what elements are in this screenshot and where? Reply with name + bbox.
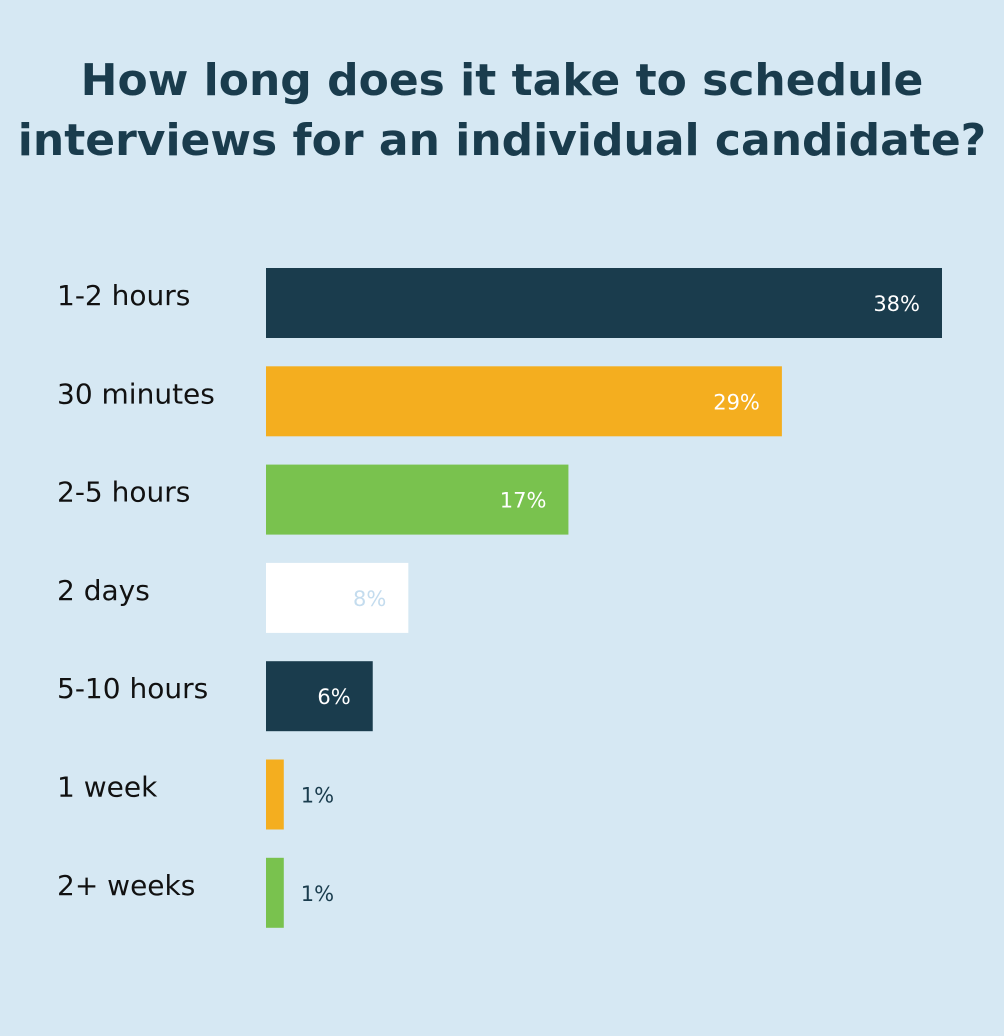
bar — [266, 366, 782, 437]
category-label: 1-2 hours — [57, 279, 190, 312]
bar — [266, 562, 409, 633]
value-label: 29% — [713, 390, 760, 414]
category-label: 30 minutes — [57, 377, 215, 410]
category-label: 2 days — [57, 574, 150, 607]
chart-title: How long does it take to schedule — [81, 55, 924, 106]
value-label: 8% — [353, 587, 386, 611]
value-label: 1% — [301, 784, 334, 808]
bar — [266, 857, 284, 928]
category-label: 2-5 hours — [57, 476, 190, 509]
value-label: 17% — [500, 489, 547, 513]
bar — [266, 661, 373, 732]
chart-title: interviews for an individual candidate? — [18, 115, 986, 166]
bar — [266, 268, 942, 338]
category-label: 5-10 hours — [57, 672, 208, 705]
bar — [266, 464, 569, 535]
value-label: 1% — [301, 882, 334, 906]
category-label: 1 week — [57, 771, 158, 804]
bar — [266, 759, 284, 830]
category-label: 2+ weeks — [57, 869, 195, 902]
value-label: 38% — [873, 292, 920, 316]
value-label: 6% — [317, 685, 350, 709]
